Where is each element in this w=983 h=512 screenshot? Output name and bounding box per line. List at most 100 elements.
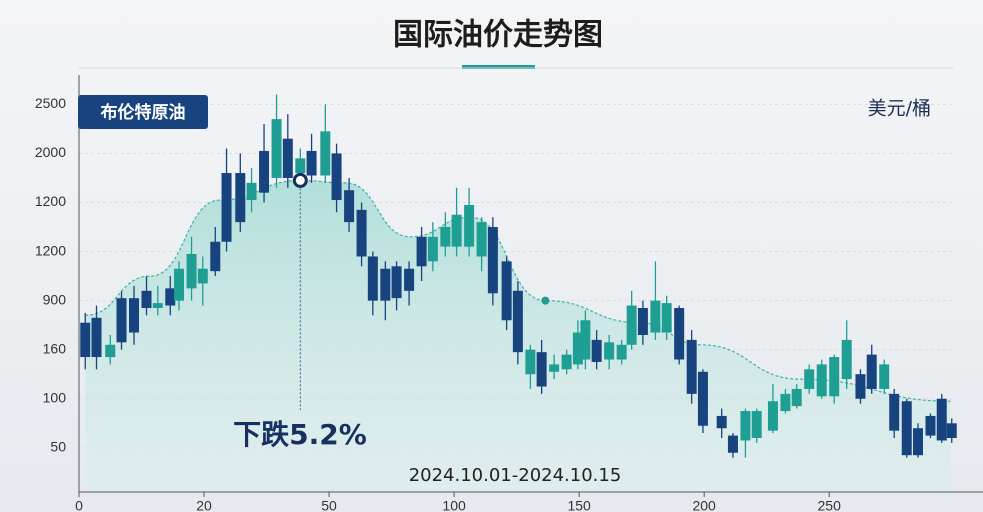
candle-body (295, 158, 306, 174)
candle-body (404, 268, 415, 291)
candle-body (716, 415, 727, 429)
candle-body (686, 339, 697, 394)
candle-body (210, 241, 221, 272)
candle-body (152, 303, 163, 308)
candle-body (626, 305, 637, 345)
candle-body (141, 290, 152, 308)
candle-body (259, 150, 270, 193)
candle-body (866, 354, 877, 389)
candle-body (580, 320, 591, 360)
y-tick-label: 2000 (35, 144, 66, 160)
x-tick-label: 150 (567, 498, 591, 512)
candle-body (791, 388, 802, 407)
candle-body (901, 401, 912, 456)
candle-body (235, 173, 246, 223)
candle-body (740, 411, 751, 441)
candle-body (889, 393, 900, 431)
candle-body (320, 131, 331, 176)
y-tick-label: 160 (43, 340, 67, 356)
candle-body (440, 227, 451, 247)
candle-body (186, 254, 197, 289)
x-tick-label: 250 (818, 498, 842, 512)
candle-body (116, 298, 127, 343)
candle-body (451, 214, 462, 247)
candle-body (661, 303, 672, 333)
candle-body (946, 423, 957, 439)
plot (79, 94, 957, 492)
candle-body (476, 222, 487, 257)
candle-body (572, 332, 583, 365)
candle-body (391, 266, 402, 299)
candle-body (501, 261, 512, 321)
candle-body (91, 317, 102, 358)
candle-body (804, 369, 815, 389)
candle-body (512, 290, 523, 353)
candle-body (936, 398, 947, 441)
candle-body (525, 349, 536, 375)
y-tick-label: 50 (50, 439, 66, 455)
candle-body (344, 190, 355, 223)
candle-body (331, 153, 342, 201)
title-underline (462, 65, 535, 69)
candle-body (165, 288, 176, 306)
trend-marker (541, 296, 550, 305)
candle-body (221, 173, 232, 242)
annotation: 下跌5.2% (233, 418, 367, 451)
unit-label: 美元/桶 (868, 98, 931, 120)
candle-body (416, 236, 427, 267)
candle-body (105, 344, 116, 358)
y-tick-label: 1200 (35, 242, 66, 258)
x-tick-label: 20 (196, 498, 212, 512)
candle-body (650, 300, 661, 333)
candle-body (925, 415, 936, 436)
candle-body (829, 357, 840, 397)
x-tick-label: 0 (75, 498, 83, 512)
candle-body (129, 298, 140, 333)
candle-body (767, 401, 778, 431)
candle-body (464, 204, 475, 247)
peak-marker (292, 172, 308, 188)
candle-body (427, 236, 438, 262)
chart-title: 国际油价走势图 (393, 18, 603, 53)
y-tick-label: 1200 (35, 193, 66, 209)
candle-body (246, 182, 257, 201)
candle-body (697, 371, 708, 426)
candle-body (356, 209, 367, 257)
candle-body (604, 342, 615, 360)
badge: 布伦特原油 (101, 102, 186, 123)
y-tick-label: 900 (43, 291, 67, 307)
candle-body (674, 307, 685, 360)
candle-body (591, 339, 602, 362)
candle-body (751, 411, 762, 439)
candle-body (174, 268, 185, 301)
subtitle: 2024.10.01-2024.10.15 (409, 465, 622, 486)
candle-body (536, 352, 547, 387)
candle-body (549, 364, 560, 372)
candle-body (616, 344, 627, 360)
candle-body (306, 150, 317, 176)
y-tick-label: 100 (43, 389, 67, 405)
candle-body (727, 435, 738, 453)
candle-body (816, 364, 827, 397)
x-tick-label: 200 (692, 498, 716, 512)
candle-body (912, 428, 923, 456)
candle-body (367, 256, 378, 301)
candle-body (637, 307, 648, 335)
candle-body (282, 138, 293, 178)
x-tick-label: 100 (442, 498, 466, 512)
y-tick-label: 2500 (35, 95, 66, 111)
candle-body (855, 374, 866, 399)
candle-body (780, 393, 791, 412)
candle-body (80, 322, 91, 358)
badge-box (78, 95, 208, 129)
candle-body (841, 339, 852, 380)
candle-body (487, 227, 498, 294)
x-tick-label: 50 (321, 498, 337, 512)
candle-body (561, 354, 572, 370)
candle-body (197, 268, 208, 284)
candle-body (271, 119, 282, 178)
candle-body (879, 364, 890, 389)
candle-body (380, 268, 391, 301)
